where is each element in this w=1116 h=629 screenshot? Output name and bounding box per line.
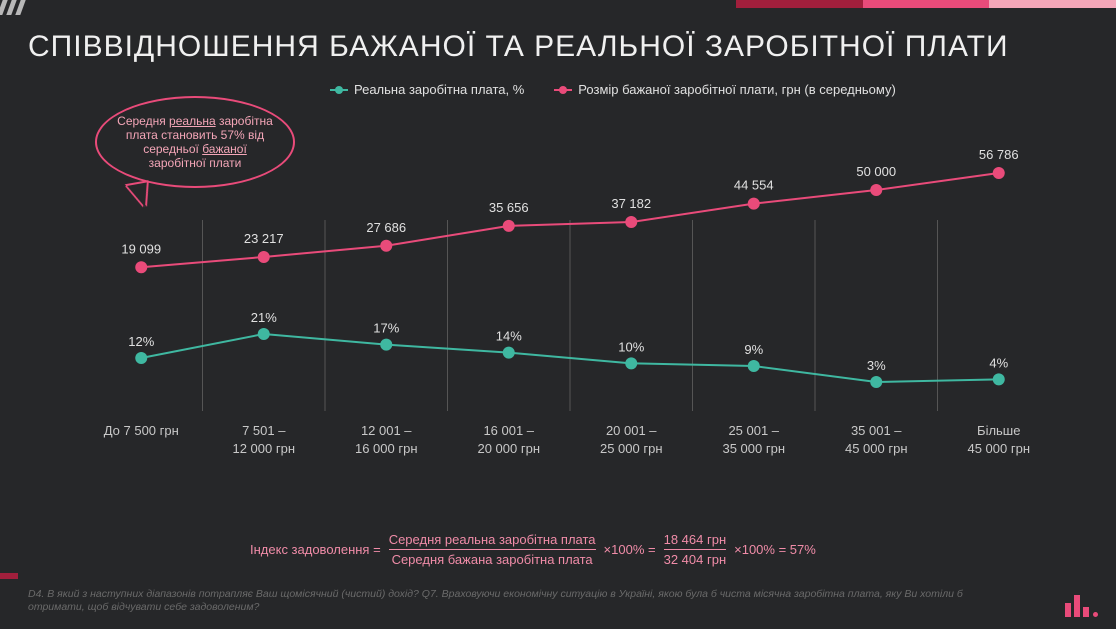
svg-text:25 000 грн: 25 000 грн	[600, 441, 663, 456]
header-bar-seg2	[863, 0, 990, 8]
line-chart: 19 099 23 217 27 686 35 656 37 182 44 554 50 0…	[80, 165, 1060, 475]
svg-text:Більше: Більше	[977, 423, 1020, 438]
svg-text:17%: 17%	[373, 321, 399, 336]
svg-text:44 554: 44 554	[734, 178, 774, 193]
svg-text:23 217: 23 217	[244, 231, 284, 246]
svg-text:45 000 грн: 45 000 грн	[845, 441, 908, 456]
svg-text:3%: 3%	[867, 358, 886, 373]
svg-text:19 099: 19 099	[121, 241, 161, 256]
accent-bar	[0, 573, 18, 579]
header-bar-seg1	[736, 0, 863, 8]
page-title: СПІВВІДНОШЕННЯ БАЖАНОЇ ТА РЕАЛЬНОЇ ЗАРОБ…	[28, 30, 1009, 64]
svg-text:21%: 21%	[251, 310, 277, 325]
svg-text:35 001 –: 35 001 –	[851, 423, 902, 438]
legend-label-percent: Реальна заробітна плата, %	[354, 82, 524, 97]
legend: .legend-item:nth-child(1) .legend-marker…	[330, 82, 896, 97]
header-color-bar	[736, 0, 1116, 8]
header-bar-seg3	[989, 0, 1116, 8]
svg-text:20 001 –: 20 001 –	[606, 423, 657, 438]
svg-text:12 000 грн: 12 000 грн	[232, 441, 295, 456]
fraction-2: 18 464 грн 32 404 грн	[664, 532, 727, 567]
legend-label-salary: Розмір бажаної заробітної плати, грн (в …	[578, 82, 896, 97]
svg-text:16 001 –: 16 001 –	[483, 423, 534, 438]
formula: Індекс задоволення = Середня реальна зар…	[250, 532, 816, 567]
callout-text: Середня реальна заробітна плата становит…	[115, 114, 275, 170]
formula-label: Індекс задоволення =	[250, 542, 381, 557]
svg-text:45 000 грн: 45 000 грн	[967, 441, 1030, 456]
svg-text:27 686: 27 686	[366, 220, 406, 235]
svg-text:56 786: 56 786	[979, 147, 1019, 162]
svg-text:10%: 10%	[618, 339, 644, 354]
svg-text:12 001 –: 12 001 –	[361, 423, 412, 438]
svg-text:50 000: 50 000	[856, 164, 896, 179]
svg-text:37 182: 37 182	[611, 196, 651, 211]
footnote: D4. В який з наступних діапазонів потрап…	[28, 588, 996, 615]
svg-text:16 000 грн: 16 000 грн	[355, 441, 418, 456]
legend-item-salary: .legend-item:nth-child(2) .legend-marker…	[554, 82, 896, 97]
chart-area: 19 099 23 217 27 686 35 656 37 182 44 554 50 0…	[80, 165, 1060, 475]
svg-text:До 7 500 грн: До 7 500 грн	[104, 423, 179, 438]
svg-text:14%: 14%	[496, 329, 522, 344]
logo-icon	[1065, 595, 1098, 617]
svg-text:35 000 грн: 35 000 грн	[722, 441, 785, 456]
svg-text:35 656: 35 656	[489, 200, 529, 215]
svg-text:7 501 –: 7 501 –	[242, 423, 286, 438]
svg-text:12%: 12%	[128, 334, 154, 349]
stripes-decoration	[0, 0, 60, 15]
svg-text:20 000 грн: 20 000 грн	[477, 441, 540, 456]
legend-item-percent: .legend-item:nth-child(1) .legend-marker…	[330, 82, 524, 97]
svg-text:9%: 9%	[744, 342, 763, 357]
svg-text:4%: 4%	[989, 355, 1008, 370]
svg-text:25 001 –: 25 001 –	[728, 423, 779, 438]
fraction-1: Середня реальна заробітна плата Середня …	[389, 532, 596, 567]
